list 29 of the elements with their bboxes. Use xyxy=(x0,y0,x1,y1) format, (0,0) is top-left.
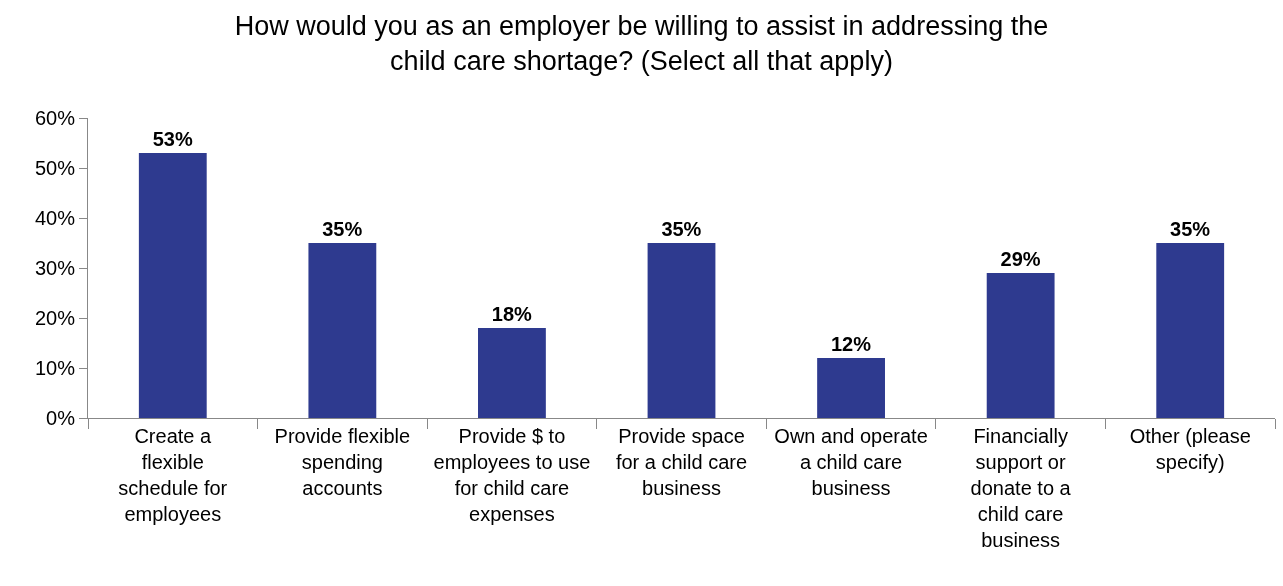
y-tick-label: 20% xyxy=(34,307,76,329)
chart-title: How would you as an employer be willing to assist in addressing the child care shortage? (Select all that apply) xyxy=(234,11,1049,77)
x-tick-label: Provide flexible spending accounts xyxy=(274,425,411,499)
x-tick-label: Other (please specify) xyxy=(1129,425,1251,473)
data-label: 18% xyxy=(491,303,533,325)
bar xyxy=(986,273,1055,418)
y-tick-label: 40% xyxy=(34,207,76,229)
y-tick-label: 60% xyxy=(34,107,76,129)
data-label: 53% xyxy=(152,128,193,150)
bar xyxy=(817,358,885,418)
x-tick-label: Financially support or donate to a child care business xyxy=(970,425,1072,551)
y-tick-label: 50% xyxy=(34,157,76,179)
y-tick-label: 0% xyxy=(46,407,76,429)
data-label: 35% xyxy=(1170,218,1211,240)
data-label: 35% xyxy=(661,218,702,240)
bar xyxy=(647,243,716,418)
bar xyxy=(308,243,377,418)
x-tick-label: Provide $ to employees to use for child care expenses xyxy=(433,425,591,525)
x-tick-label: Own and operate a child care business xyxy=(774,425,928,499)
bar xyxy=(1156,243,1225,418)
y-tick-label: 10% xyxy=(34,357,76,379)
bar xyxy=(478,328,546,418)
data-label: 29% xyxy=(1000,248,1041,270)
bar xyxy=(138,153,207,418)
data-label: 12% xyxy=(830,333,872,355)
x-tick-label: Create a flexible schedule for employees xyxy=(118,425,228,525)
x-tick-label: Provide space for a child care business xyxy=(615,425,748,499)
data-label: 35% xyxy=(322,218,363,240)
y-tick-label: 30% xyxy=(34,257,76,279)
